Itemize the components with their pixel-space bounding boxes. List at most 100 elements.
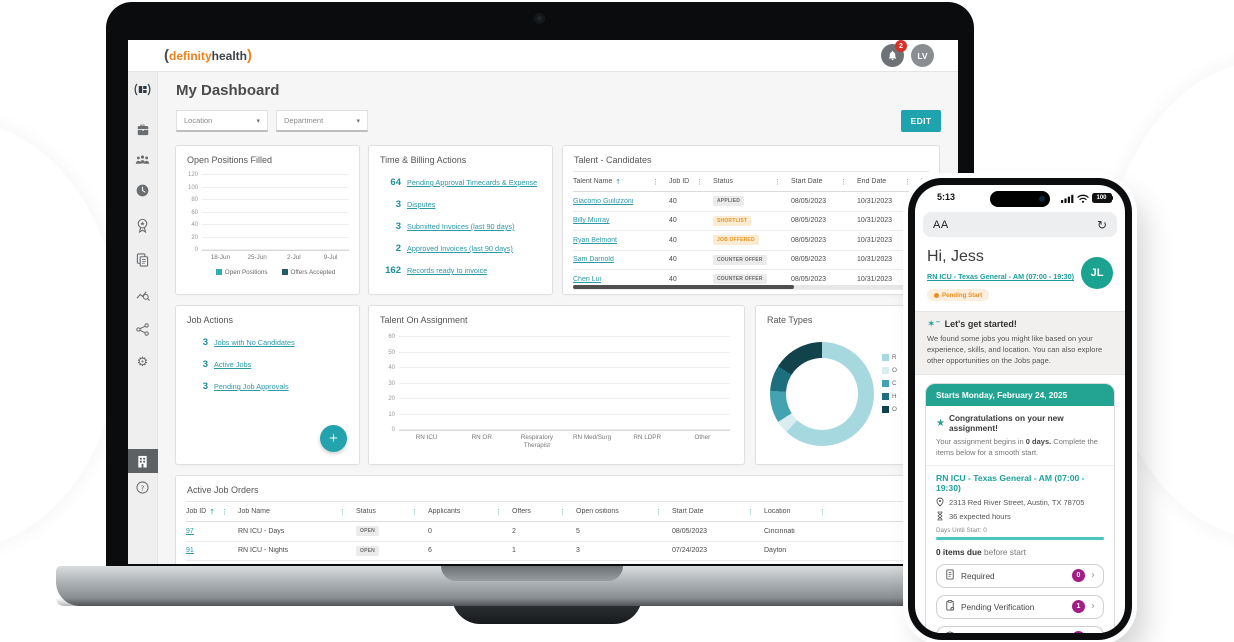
horizontal-scrollbar-thumb[interactable] — [573, 285, 794, 289]
talent-candidates-link[interactable]: Giacomo Guilizzoni — [573, 197, 634, 205]
column-menu-icon[interactable]: ⋮ — [819, 507, 826, 516]
active-job-orders-column-label: Open ositions — [576, 508, 619, 515]
sidebar-item-team[interactable] — [128, 149, 158, 171]
active-job-orders-link[interactable]: 91 — [186, 547, 194, 555]
sidebar-item-settings[interactable]: ⚙ — [128, 351, 158, 373]
sidebar-item-network[interactable] — [128, 318, 158, 340]
talent-candidates-row: Giacomo Guilizzoni 40 APPLIED 08/05/2023 10/… — [573, 192, 939, 212]
talent-candidates-link[interactable]: Billy Murray — [573, 217, 610, 225]
chart-y-tick-label: 0 — [194, 247, 198, 253]
column-menu-icon[interactable]: ⋮ — [774, 177, 781, 186]
chart-plot-area: 0 10 20 30 40 50 60 — [388, 334, 730, 433]
column-menu-icon[interactable]: ⋮ — [696, 177, 703, 186]
talent-candidates-column-header[interactable]: Start Date ⋮ — [791, 178, 857, 186]
column-menu-icon[interactable]: ⋮ — [559, 507, 566, 516]
talent-candidates-cell: Chen Lui — [573, 276, 669, 283]
job-action-link[interactable]: Pending Job Approvals — [214, 382, 289, 391]
talent-candidates-column-label: End Date — [857, 178, 887, 185]
time-billing-link[interactable]: Pending Approval Timecards & Expense — [407, 178, 538, 187]
time-billing-link[interactable]: Submitted Invoices (last 90 days) — [407, 222, 515, 231]
active-job-orders-column-header[interactable]: Offers ⋮ — [512, 508, 576, 516]
active-job-orders-column-header[interactable]: Open ositions ⋮ — [576, 508, 672, 516]
talent-candidates-column-header[interactable]: Status ⋮ — [713, 178, 791, 186]
sidebar-item-app-logo[interactable] — [128, 78, 158, 100]
time-billing-link[interactable]: Approved Invoices (last 90 days) — [407, 244, 513, 253]
department-filter-dropdown[interactable]: Department ▾ — [276, 110, 368, 132]
assignment-link[interactable]: RN ICU - Texas General - AM (07:00 - 19:… — [927, 272, 1074, 281]
chart-y-tick-label: 10 — [388, 411, 395, 418]
job-action-link[interactable]: Jobs with No Candidates — [214, 338, 295, 347]
active-job-orders-column-header[interactable]: Start Date ⋮ — [672, 508, 764, 516]
rate-type-legend-item: C — [882, 380, 897, 387]
legend-item: Offers Accepted — [281, 269, 335, 276]
active-job-orders-row: 97 RN ICU - Days OPEN 0 2 5 08/05/2023 Cincinna… — [186, 522, 929, 542]
time-billing-link[interactable]: Disputes — [407, 200, 436, 209]
active-job-orders-column-header[interactable]: Job ID ↑ ⋮ — [186, 508, 238, 516]
talent-candidates-cell: COUNTER OFFER — [713, 254, 791, 265]
sidebar-item-analytics[interactable] — [128, 283, 158, 305]
active-job-orders-column-header[interactable]: Status ⋮ — [356, 508, 428, 516]
talent-candidates-cell: 08/05/2023 — [791, 236, 827, 244]
active-job-orders-column-header[interactable]: Location ⋮ — [764, 508, 836, 516]
wifi-icon — [1076, 194, 1089, 203]
time-billing-link[interactable]: Records ready to invoice — [407, 266, 488, 275]
sidebar-item-help[interactable]: ? — [128, 476, 158, 498]
talent-candidates-link[interactable]: Ryan Belmont — [573, 236, 617, 244]
sort-ascending-icon[interactable]: ↑ — [615, 177, 622, 186]
checklist-item-verified[interactable]: Verified 0 › — [936, 625, 1104, 633]
phone-user-avatar[interactable]: JL — [1081, 257, 1113, 289]
days-progress-bar — [936, 537, 1104, 540]
building-icon — [138, 455, 147, 468]
talent-candidates-link[interactable]: Chen Lui — [573, 275, 602, 283]
talent-candidates-column-header[interactable]: Job ID ⋮ — [669, 178, 713, 186]
rate-type-legend-item: O — [882, 367, 897, 374]
column-menu-icon[interactable]: ⋮ — [411, 507, 418, 516]
document-icon — [945, 567, 955, 585]
chart-y-tick-label: 20 — [191, 234, 198, 241]
talent-candidates-column-header[interactable]: End Date ⋮ — [857, 178, 921, 186]
sort-ascending-icon[interactable]: ↑ — [209, 507, 216, 516]
column-menu-icon[interactable]: ⋮ — [652, 177, 659, 186]
column-menu-icon[interactable]: ⋮ — [655, 507, 662, 516]
talent-candidates-link[interactable]: Sam Darnold — [573, 256, 614, 264]
active-job-orders-column-header[interactable]: Job Name ⋮ — [238, 508, 356, 516]
chart-gridline — [202, 199, 349, 200]
talent-candidates-cell: 10/31/2023 — [857, 256, 893, 264]
active-job-orders-link[interactable]: 97 — [186, 527, 194, 535]
column-menu-icon[interactable]: ⋮ — [221, 507, 228, 516]
add-job-button[interactable]: + — [320, 425, 347, 452]
browser-url-bar[interactable]: AA ↻ — [923, 212, 1117, 237]
reader-mode-button[interactable]: AA — [933, 218, 949, 231]
assignment-hours: 36 expected hours — [949, 511, 1011, 521]
refresh-icon[interactable]: ↻ — [1096, 217, 1107, 232]
edit-dashboard-button[interactable]: EDIT — [901, 110, 941, 132]
sidebar-item-documents[interactable] — [128, 249, 158, 271]
chart-gridline — [202, 236, 349, 238]
sidebar-item-credentials[interactable] — [128, 214, 158, 236]
column-menu-icon[interactable]: ⋮ — [747, 507, 754, 516]
checklist-item-required[interactable]: Required 0 › — [936, 563, 1104, 588]
column-menu-icon[interactable]: ⋮ — [840, 177, 847, 186]
active-job-orders-column-header[interactable]: Applicants ⋮ — [428, 508, 512, 516]
status-time: 5:13 — [937, 192, 956, 202]
column-menu-icon[interactable]: ⋮ — [904, 177, 911, 186]
phone-screen: 5:13 100 AA ↻ Hi, Jess RN ICU - Texas Ge… — [915, 185, 1125, 633]
legend-swatch — [882, 406, 889, 413]
talent-candidates-column-header[interactable]: Talent Name ↑ ⋮ — [573, 178, 669, 186]
hourglass-icon — [937, 511, 943, 521]
column-menu-icon[interactable]: ⋮ — [339, 507, 346, 516]
user-avatar[interactable]: LV — [911, 44, 934, 67]
help-icon: ? — [136, 480, 149, 494]
active-job-orders-cell: 97 — [186, 528, 238, 535]
sidebar-item-time[interactable] — [128, 179, 158, 201]
pending-start-badge: Pending Start — [927, 289, 990, 301]
sidebar-item-facility-active[interactable] — [128, 449, 158, 473]
job-action-link[interactable]: Active Jobs — [214, 360, 252, 369]
column-menu-icon[interactable]: ⋮ — [495, 507, 502, 516]
checklist-item-pending-verification[interactable]: Pending Verification 1 › — [936, 594, 1104, 619]
checklist-item-label: Pending Verification — [961, 601, 1035, 612]
chart-x-labels: 18-Jun 25-Jun 2-Jul 9-Jul — [202, 254, 349, 262]
location-filter-dropdown[interactable]: Location ▾ — [176, 110, 268, 132]
notifications-button[interactable]: 2 — [881, 40, 907, 67]
sidebar-item-jobs[interactable] — [128, 118, 158, 140]
